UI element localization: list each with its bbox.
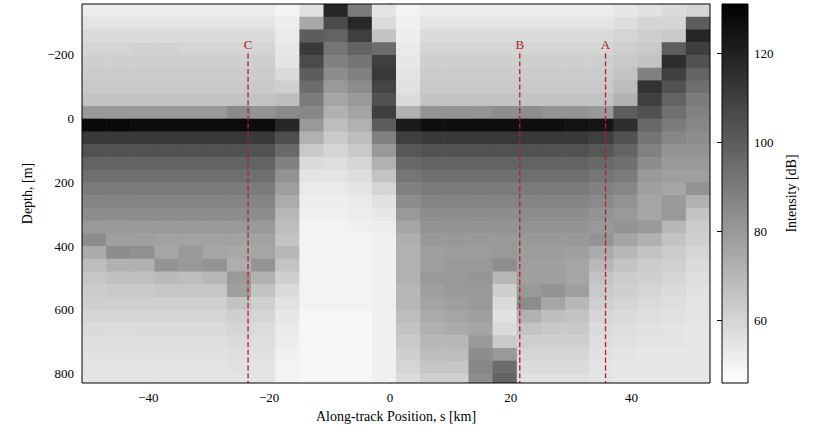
svg-text:40: 40 — [625, 390, 638, 405]
svg-text:60: 60 — [754, 313, 767, 328]
svg-text:0: 0 — [68, 111, 75, 126]
svg-text:100: 100 — [754, 135, 774, 150]
svg-text:400: 400 — [55, 239, 75, 254]
svg-text:120: 120 — [754, 46, 774, 61]
svg-text:Along-track Position, s [km]: Along-track Position, s [km] — [316, 409, 476, 424]
svg-text:200: 200 — [55, 175, 75, 190]
svg-text:−200: −200 — [47, 47, 74, 62]
svg-text:Intensity [dB]: Intensity [dB] — [784, 154, 799, 232]
svg-text:Depth, [m]: Depth, [m] — [20, 163, 35, 224]
svg-text:800: 800 — [55, 366, 75, 381]
svg-text:−20: −20 — [259, 390, 279, 405]
svg-text:80: 80 — [754, 224, 767, 239]
svg-text:20: 20 — [504, 390, 517, 405]
svg-text:C: C — [244, 37, 253, 52]
svg-text:B: B — [515, 37, 524, 52]
svg-text:−40: −40 — [138, 390, 158, 405]
svg-text:A: A — [601, 37, 611, 52]
svg-text:0: 0 — [387, 390, 394, 405]
svg-text:600: 600 — [55, 302, 75, 317]
